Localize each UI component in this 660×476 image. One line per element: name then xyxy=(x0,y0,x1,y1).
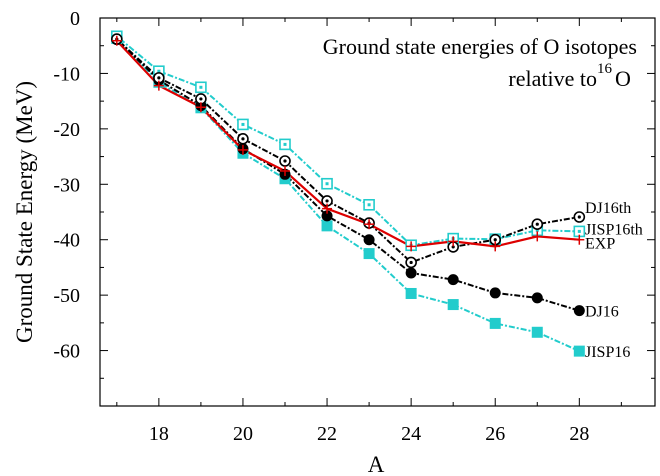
point-exp xyxy=(448,236,459,247)
x-tick-label: 24 xyxy=(401,423,421,445)
point-dj16 xyxy=(405,267,417,279)
point-dj16 xyxy=(573,305,585,317)
y-axis-title: Ground State Energy (MeV) xyxy=(12,81,37,343)
point-exp xyxy=(237,144,248,155)
series-labels: EXP DJ16th JISP16th DJ16 JISP16 xyxy=(585,200,643,361)
y-tick-label: -10 xyxy=(53,63,80,85)
point-jisp16 xyxy=(321,220,333,232)
point-jisp16th-dot xyxy=(283,142,287,146)
point-dj16th-dot xyxy=(325,199,329,203)
axis-ticks: 18 20 22 24 26 28 0 -10 -20 -30 -40 -50 -60 xyxy=(53,8,655,445)
y-tick-label: -30 xyxy=(53,174,80,196)
x-tick-label: 20 xyxy=(233,423,253,445)
point-dj16 xyxy=(447,274,459,286)
series-label-jisp16th: JISP16th xyxy=(585,221,643,238)
chart-title-suffix: O xyxy=(615,66,631,91)
chart-title-line2: relative to xyxy=(508,66,597,91)
y-tick-label: -50 xyxy=(53,285,80,307)
point-jisp16 xyxy=(489,317,501,329)
chart-title-superscript: 16 xyxy=(597,61,613,77)
point-dj16th xyxy=(321,195,333,207)
series-line-exp xyxy=(115,39,580,248)
point-dj16th xyxy=(573,211,586,223)
point-exp xyxy=(322,203,333,214)
series-label-jisp16: JISP16 xyxy=(585,344,630,361)
point-dj16th-dot xyxy=(409,260,413,265)
point-jisp16th-dot xyxy=(157,69,161,73)
point-dj16th-dot xyxy=(241,137,245,141)
series-label-dj16: DJ16 xyxy=(585,304,619,321)
point-dj16th-dot xyxy=(283,159,287,163)
point-jisp16th xyxy=(363,198,375,211)
point-exp xyxy=(532,231,543,242)
point-jisp16th-dot xyxy=(535,228,539,232)
series-line-dj16th xyxy=(116,38,580,264)
point-dj16 xyxy=(321,210,333,222)
point-dj16th-dot xyxy=(493,238,497,242)
point-jisp16 xyxy=(573,345,585,357)
point-dj16th-dot xyxy=(577,215,581,219)
x-tick-label: 26 xyxy=(485,423,505,445)
point-jisp16 xyxy=(363,248,375,260)
point-dj16 xyxy=(363,234,375,246)
point-exp xyxy=(195,102,206,113)
point-jisp16th xyxy=(237,118,249,131)
x-axis-title: A xyxy=(368,452,385,476)
point-exp xyxy=(153,80,164,91)
y-tick-label: -20 xyxy=(53,119,80,141)
y-tick-label: 0 xyxy=(70,8,80,30)
point-jisp16 xyxy=(405,287,417,299)
point-exp xyxy=(280,165,290,176)
marker-layer xyxy=(111,30,586,357)
point-dj16th-dot xyxy=(535,222,539,226)
point-dj16th xyxy=(237,133,249,145)
y-tick-label: -60 xyxy=(53,341,80,363)
point-jisp16th-dot xyxy=(199,85,203,89)
series-label-exp: EXP xyxy=(585,236,615,253)
point-jisp16th-dot xyxy=(367,203,371,207)
point-jisp16th xyxy=(279,138,291,151)
x-tick-label: 28 xyxy=(569,423,589,445)
series-line-jisp16th xyxy=(116,35,580,247)
point-exp xyxy=(574,234,585,245)
point-exp xyxy=(364,219,375,230)
series-line-dj16 xyxy=(116,38,580,312)
chart-title-line1: Ground state energies of O isotopes xyxy=(323,34,637,59)
x-tick-label: 18 xyxy=(149,423,169,445)
point-jisp16th-dot xyxy=(577,229,581,233)
point-dj16th xyxy=(531,218,544,230)
x-tick-label: 22 xyxy=(317,423,337,445)
chart-title-prefix: relative to xyxy=(508,66,597,91)
point-dj16 xyxy=(531,292,543,304)
series-layer xyxy=(115,35,580,353)
point-jisp16th-dot xyxy=(325,182,329,186)
point-dj16th xyxy=(279,155,291,167)
point-jisp16th xyxy=(195,81,207,94)
y-tick-label: -40 xyxy=(53,230,80,252)
point-dj16th-dot xyxy=(199,97,203,101)
point-jisp16th xyxy=(321,177,333,190)
point-jisp16 xyxy=(531,326,543,338)
point-exp xyxy=(406,241,417,252)
point-exp xyxy=(490,241,501,252)
point-exp xyxy=(111,35,122,46)
point-dj16th-dot xyxy=(451,245,455,249)
point-dj16th-dot xyxy=(157,76,161,80)
point-dj16th xyxy=(405,256,417,269)
point-dj16 xyxy=(489,287,501,299)
point-jisp16 xyxy=(447,299,459,311)
series-label-dj16th: DJ16th xyxy=(585,200,631,217)
point-jisp16th-dot xyxy=(241,122,245,126)
